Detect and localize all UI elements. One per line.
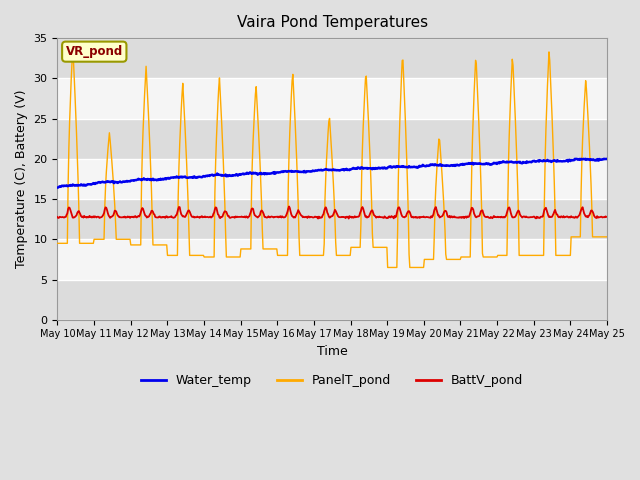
Title: Vaira Pond Temperatures: Vaira Pond Temperatures xyxy=(237,15,428,30)
Y-axis label: Temperature (C), Battery (V): Temperature (C), Battery (V) xyxy=(15,90,28,268)
X-axis label: Time: Time xyxy=(317,345,348,358)
Text: VR_pond: VR_pond xyxy=(66,45,123,58)
Legend: Water_temp, PanelT_pond, BattV_pond: Water_temp, PanelT_pond, BattV_pond xyxy=(136,370,529,392)
Bar xyxy=(58,279,607,320)
Bar xyxy=(58,199,607,240)
Bar xyxy=(58,38,607,78)
Bar xyxy=(58,119,607,159)
